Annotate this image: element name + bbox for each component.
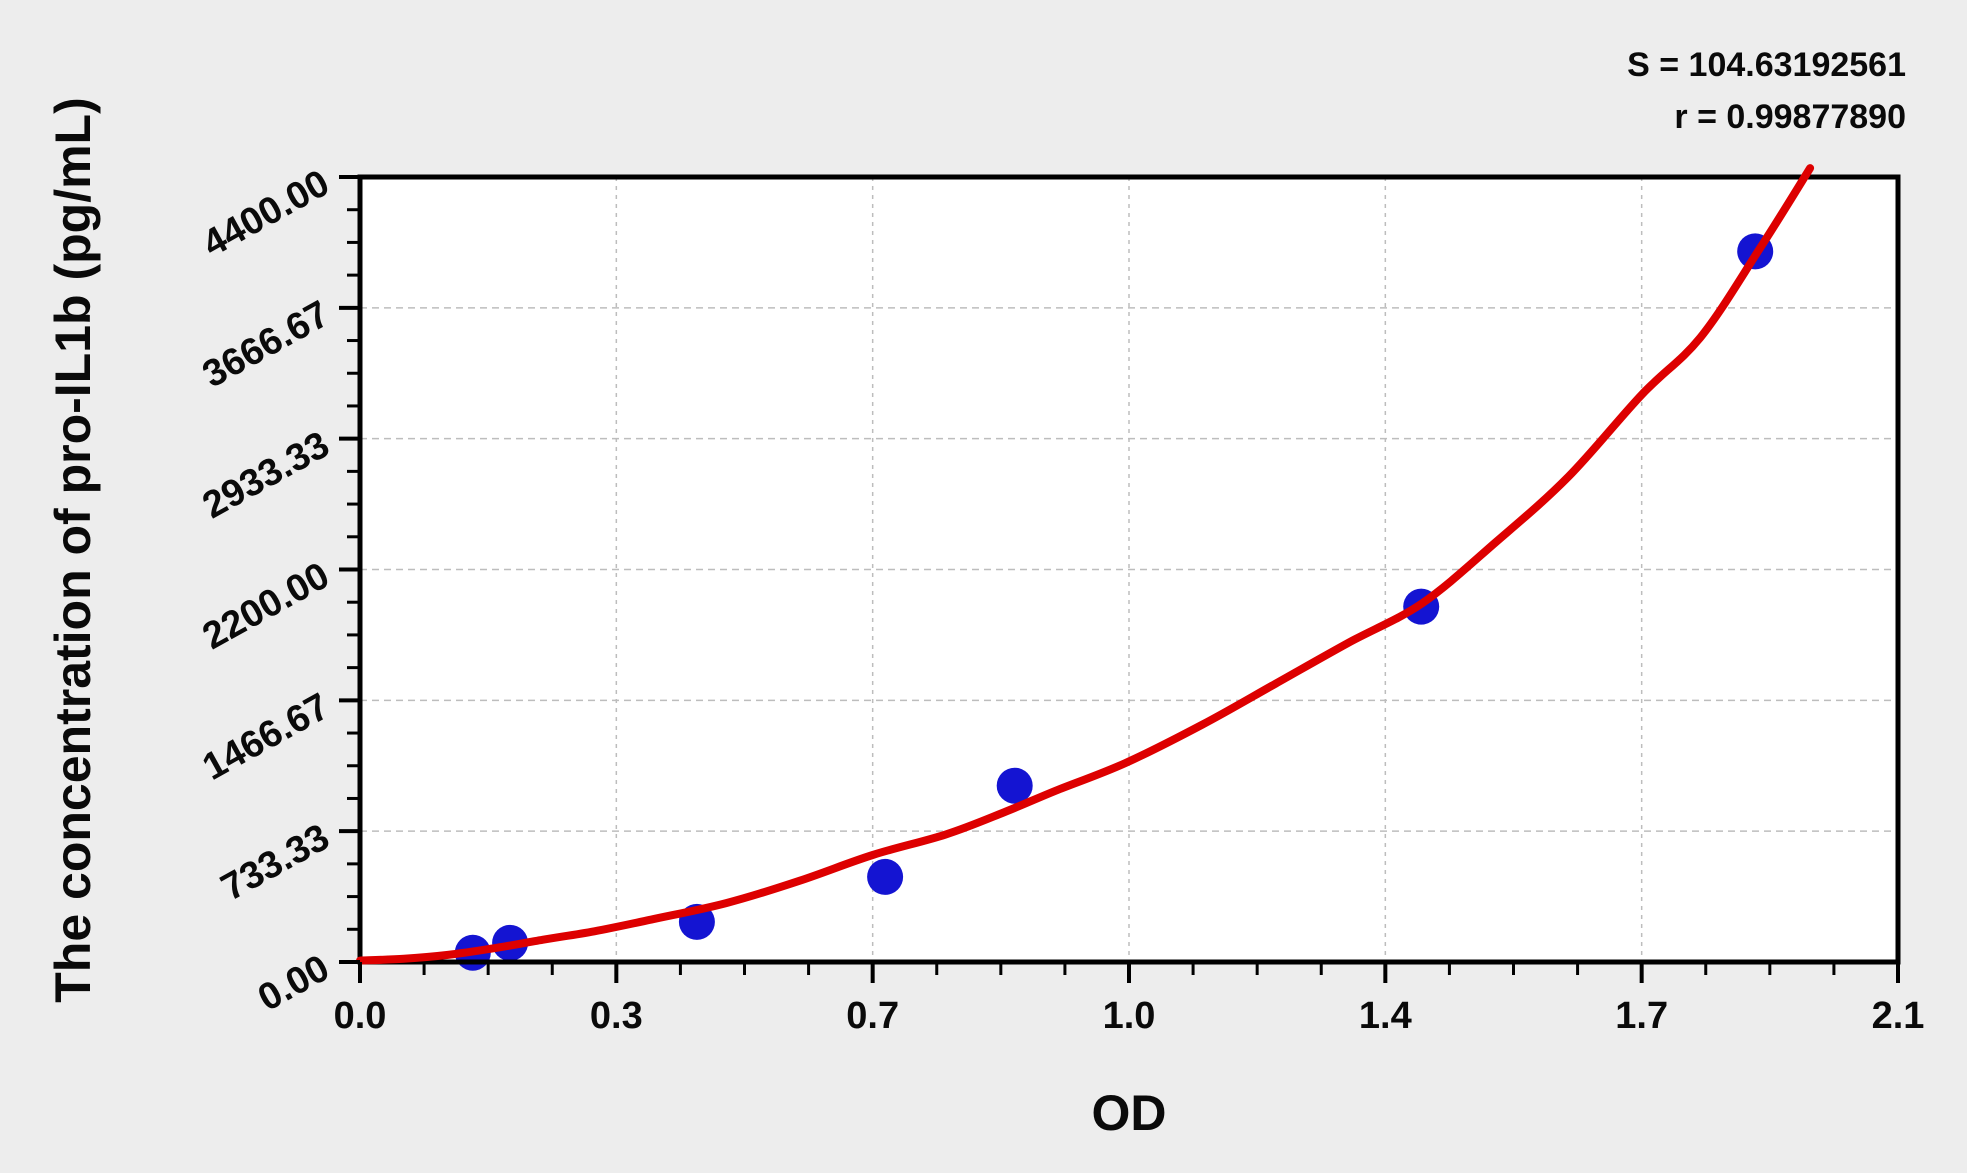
data-point	[996, 767, 1033, 804]
y-axis-title: The concentration of pro-IL1b (pg/mL)	[45, 97, 101, 1003]
x-tick-label: 1.0	[1103, 995, 1156, 1037]
data-point	[867, 858, 904, 895]
y-tick-label: 733.33	[214, 816, 336, 909]
axis-ticks	[339, 175, 1900, 983]
x-tick-label: 0.0	[334, 995, 387, 1037]
y-tick-label: 2200.00	[196, 555, 337, 658]
data-points	[454, 233, 1774, 971]
x-tick-label: 1.4	[1359, 995, 1412, 1037]
x-tick-label: 1.7	[1615, 995, 1668, 1037]
x-tick-label: 0.7	[846, 995, 899, 1037]
y-tick-label: 1466.67	[196, 685, 337, 788]
y-tick-label: 3666.67	[196, 293, 337, 396]
x-tick-label: 0.3	[590, 995, 643, 1037]
y-tick-label: 0.00	[251, 947, 336, 1020]
x-axis-title: OD	[1092, 1085, 1167, 1141]
y-tick-label: 4400.00	[196, 162, 337, 265]
y-tick-label: 2933.33	[196, 424, 337, 527]
stat-r-value: r = 0.99877890	[1674, 98, 1906, 136]
stat-s-value: S = 104.63192561	[1627, 46, 1906, 84]
fit-curve	[356, 164, 1815, 965]
fit-curve-layer	[356, 164, 1815, 965]
x-tick-label: 2.1	[1872, 995, 1925, 1037]
